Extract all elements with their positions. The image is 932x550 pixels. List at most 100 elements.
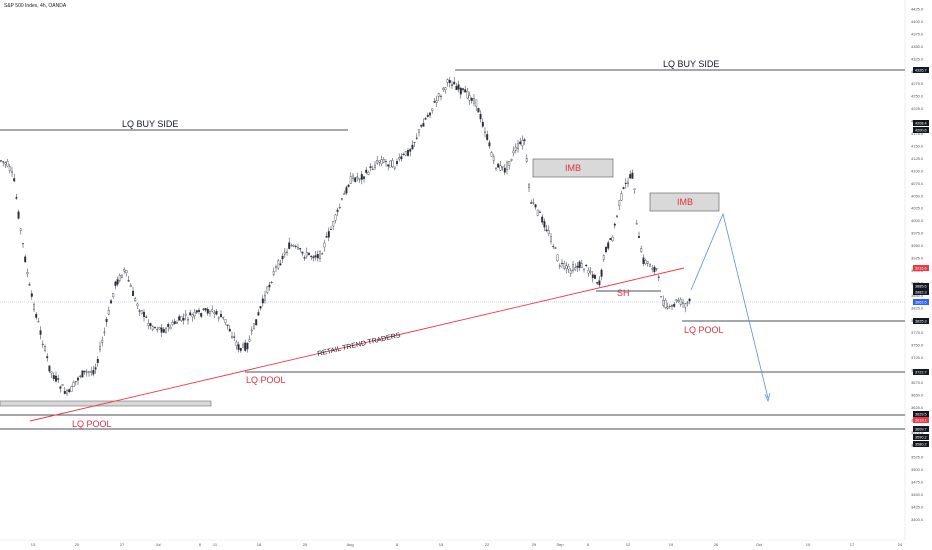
lq-pool-right-label: LQ POOL (684, 325, 724, 335)
candle (563, 262, 566, 269)
price-tag (913, 265, 929, 271)
retail-trend-label: RETAIL TREND TRADERS (317, 332, 402, 358)
retail-trendline[interactable] (29, 267, 685, 422)
price-tag (913, 434, 929, 440)
candle (193, 312, 196, 317)
imb-box-2[interactable] (649, 192, 720, 212)
candle (539, 211, 541, 213)
candle (385, 161, 387, 163)
price-tick-label: 4075.0 (911, 181, 924, 186)
candle (57, 378, 60, 380)
candle (96, 358, 99, 363)
candle (244, 342, 247, 351)
candle (182, 318, 185, 321)
price-tick-label: 3575.0 (911, 430, 924, 435)
candle (248, 339, 251, 342)
price-tick-label: 4125.0 (911, 156, 924, 161)
candle (686, 302, 689, 304)
candle (682, 302, 684, 304)
candle (649, 264, 651, 267)
candle (653, 266, 656, 272)
candle (616, 215, 618, 217)
time-tick-label: 19 (669, 542, 674, 547)
candle (543, 221, 546, 228)
candle (418, 129, 420, 133)
candle (107, 309, 110, 315)
candle (180, 316, 183, 321)
candle (620, 193, 623, 201)
price-tag-label: 3609.7 (915, 427, 927, 431)
price-tag-label: 3590.2 (915, 435, 927, 439)
candle (541, 216, 544, 223)
candle (253, 323, 255, 329)
candle (72, 382, 75, 387)
candle (464, 89, 467, 93)
candle (83, 370, 86, 373)
candle (633, 188, 636, 190)
price-tag-label: 4200.6 (915, 128, 927, 132)
candle (495, 167, 497, 169)
candle (8, 166, 11, 172)
candle (501, 166, 504, 168)
candle (48, 365, 51, 372)
price-tag (913, 411, 929, 417)
lq-pool-left-label: LQ POOL (72, 419, 112, 429)
candle (332, 221, 335, 227)
candle (127, 280, 130, 282)
candle (530, 202, 533, 204)
candle (356, 176, 359, 178)
candle (468, 95, 471, 101)
lq-pool-mid-label: LQ POOL (246, 375, 286, 385)
candle (398, 156, 401, 160)
price-tag (913, 127, 929, 133)
candle (521, 140, 524, 147)
candle (202, 308, 205, 310)
candle (369, 166, 372, 168)
candle (668, 306, 671, 307)
candle (154, 326, 156, 328)
candle (363, 176, 365, 179)
candle (358, 178, 361, 180)
candle (147, 323, 150, 326)
candle (165, 327, 167, 333)
candle (132, 290, 134, 297)
candle (169, 327, 172, 330)
candle (576, 265, 579, 268)
candle (393, 166, 396, 169)
candle (178, 316, 181, 321)
candle (635, 223, 638, 225)
time-axis[interactable]: 13 20 27 Jul 6 11 18 25 Aug 8 15 22 29 Sep 6 12 19 26 Oct 1… (31, 542, 903, 547)
candle (462, 88, 464, 90)
candle (479, 113, 482, 120)
candle (642, 257, 645, 264)
price-tick-label: 4275.0 (911, 81, 924, 86)
candle (415, 137, 418, 139)
candle (407, 150, 409, 156)
candle (22, 243, 24, 245)
candle (66, 389, 68, 394)
candle (613, 223, 616, 226)
candle (235, 341, 238, 346)
candle (484, 131, 486, 133)
candle (191, 314, 194, 318)
price-tick-label: 3950.0 (911, 243, 924, 248)
candle (671, 305, 673, 307)
candle (600, 269, 603, 277)
candle (657, 276, 660, 278)
candle (534, 204, 537, 208)
imb-label-1: IMB (565, 163, 581, 173)
price-tick-label: 3500.0 (911, 467, 924, 472)
time-tick-label: 11 (213, 542, 218, 547)
candle (286, 251, 288, 253)
candle (387, 164, 390, 167)
candle (35, 314, 38, 318)
price-tick-label: 4350.0 (911, 44, 924, 49)
candle (275, 266, 277, 268)
candle (70, 386, 73, 392)
candle (4, 162, 7, 165)
projection-path[interactable] (690, 212, 769, 399)
candle (46, 356, 49, 359)
price-tag-label: 3825.3 (915, 319, 927, 323)
imb-box-1[interactable] (532, 158, 614, 178)
